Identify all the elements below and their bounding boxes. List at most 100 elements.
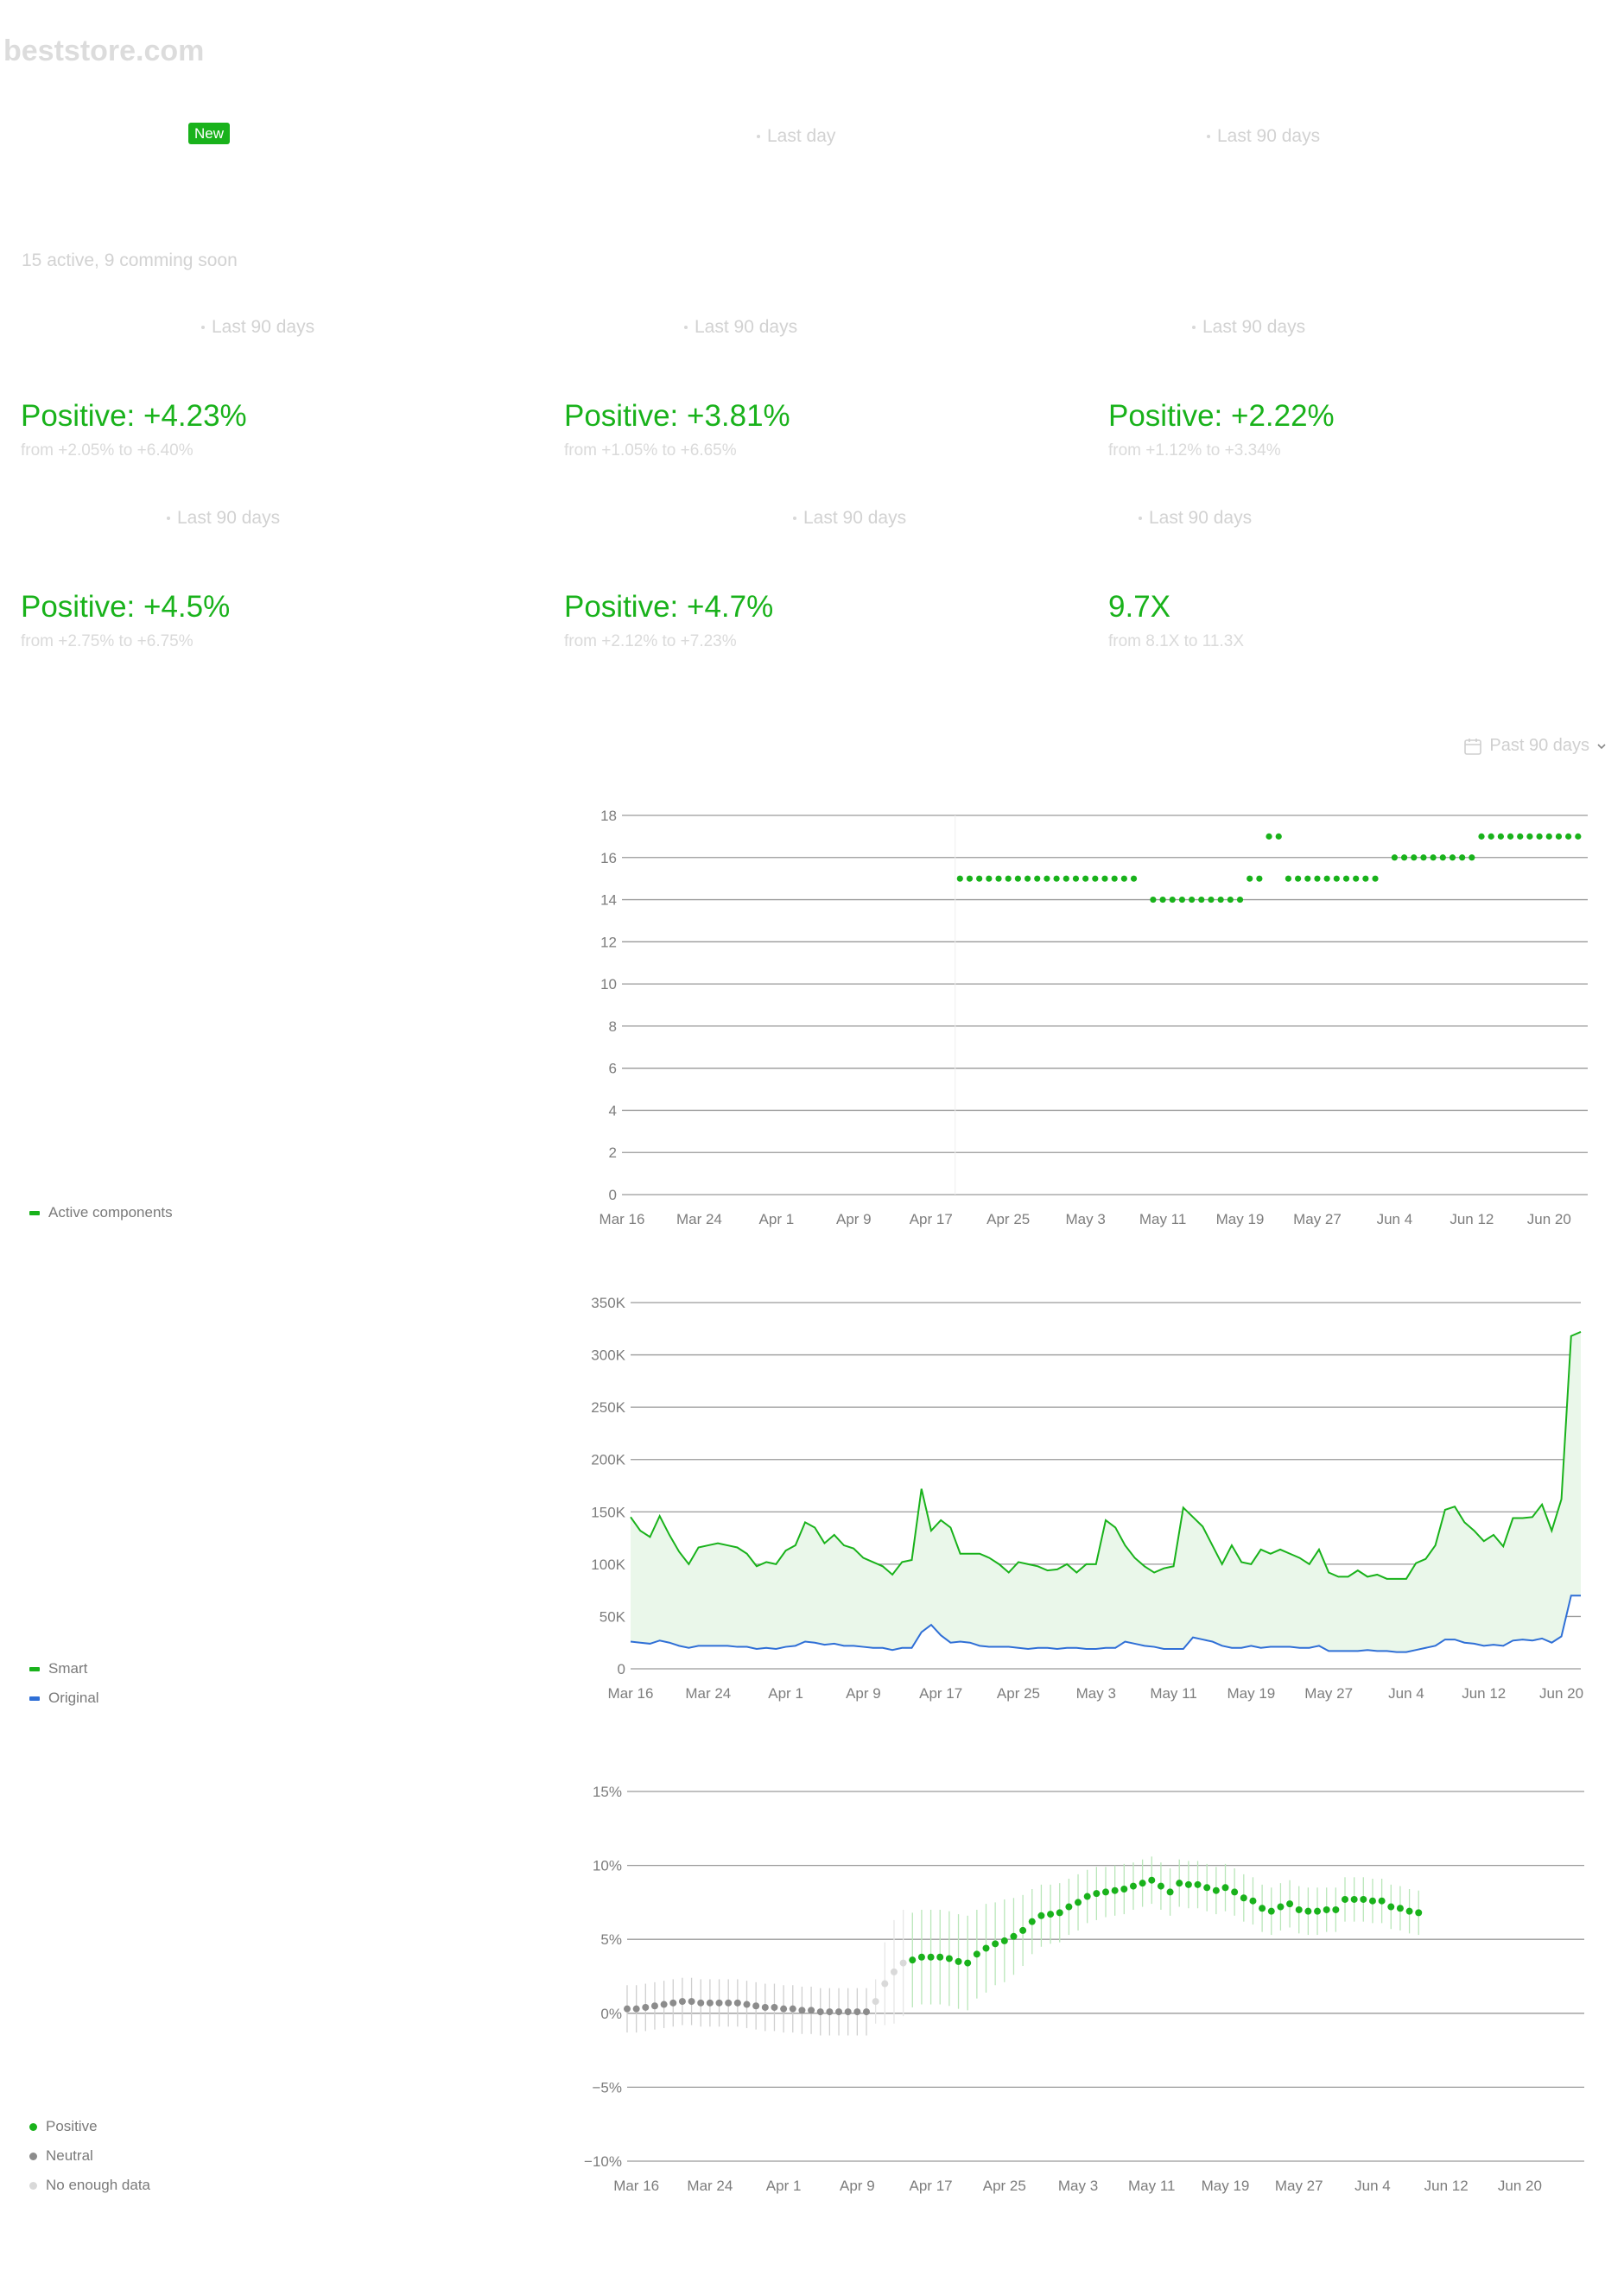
component-point: [1169, 896, 1176, 904]
neutral-point: [632, 2005, 640, 2013]
positive-point: [1314, 1907, 1322, 1915]
positive-point: [1332, 1905, 1340, 1913]
metric-2-value: Positive: +3.81%: [564, 399, 790, 433]
positive-point: [1387, 1903, 1395, 1911]
positive-point: [917, 1953, 925, 1961]
positive-point: [1083, 1893, 1091, 1900]
legend-no-enough-data: No enough data: [29, 2177, 150, 2194]
x-tick-label: Jun 12: [1450, 1211, 1494, 1227]
component-point: [1545, 833, 1552, 840]
bullet-icon: [684, 326, 688, 330]
positive-point: [1093, 1890, 1101, 1898]
x-tick-label: Mar 24: [676, 1211, 722, 1227]
y-tick-label: 16: [600, 850, 617, 866]
component-point: [1555, 833, 1563, 840]
legend-active-components: Active components: [29, 1204, 173, 1221]
component-point: [1285, 875, 1292, 882]
metric-2-period: Last 90 days: [684, 317, 797, 338]
positive-point: [1129, 1882, 1137, 1890]
positive-point: [1075, 1899, 1082, 1906]
period-last-day: Last day: [757, 126, 835, 147]
x-tick-label: May 19: [1216, 1211, 1265, 1227]
positive-point: [1249, 1897, 1257, 1905]
component-point: [1507, 833, 1514, 840]
neutral-point: [780, 2005, 788, 2013]
component-point: [1411, 854, 1418, 861]
neutral-point: [789, 2005, 796, 2013]
y-tick-label: 15%: [593, 1784, 622, 1800]
x-tick-label: Apr 17: [910, 1211, 953, 1227]
x-tick-label: May 3: [1065, 1211, 1105, 1227]
positive-point: [982, 1944, 990, 1952]
positive-point: [1047, 1911, 1055, 1918]
positive-point: [1396, 1905, 1404, 1912]
component-point: [976, 875, 983, 882]
period-label: Last 90 days: [1217, 126, 1321, 146]
x-tick-label: Apr 1: [766, 2178, 802, 2194]
positive-point: [945, 1955, 953, 1962]
positive-point: [1405, 1907, 1413, 1915]
positive-point: [973, 1950, 980, 1958]
positive-point: [1286, 1900, 1294, 1908]
original-line: [630, 1595, 1581, 1653]
legend-dot: [29, 2122, 37, 2131]
legend-smart: Smart: [29, 1660, 87, 1677]
x-tick-label: May 19: [1227, 1685, 1275, 1702]
component-point: [1120, 875, 1127, 882]
positive-point: [1148, 1876, 1156, 1884]
period-label: Last 90 days: [1202, 317, 1306, 337]
y-tick-label: 350K: [591, 1295, 625, 1311]
neutral-point: [752, 2002, 760, 2010]
positive-point: [1323, 1905, 1330, 1913]
bullet-icon: [1139, 517, 1142, 521]
neutral-point: [650, 2002, 658, 2010]
positive-point: [1342, 1895, 1348, 1903]
period-last-90-days: Last 90 days: [1207, 126, 1320, 147]
metric-3-value: Positive: +2.22%: [1108, 399, 1335, 433]
component-point: [1459, 854, 1466, 861]
component-point: [1150, 896, 1157, 904]
y-tick-label: −5%: [593, 2079, 623, 2096]
y-tick-label: 4: [609, 1102, 617, 1119]
neutral-point: [808, 2007, 815, 2014]
positive-point: [964, 1959, 972, 1967]
x-tick-label: May 27: [1275, 2178, 1323, 2194]
component-point: [1497, 833, 1504, 840]
component-point: [1217, 896, 1224, 904]
component-point: [1353, 875, 1360, 882]
component-point: [1536, 833, 1543, 840]
x-tick-label: May 19: [1202, 2178, 1250, 2194]
brand-logo[interactable]: beststore.com: [3, 35, 205, 67]
bullet-icon: [167, 517, 170, 521]
metric-4-range: from +2.75% to +6.75%: [21, 632, 193, 650]
neutral-point: [678, 1998, 686, 2006]
metric-1-range: from +2.05% to +6.40%: [21, 441, 193, 460]
new-badge: New: [188, 123, 231, 144]
x-tick-label: Apr 9: [846, 1685, 881, 1702]
component-point: [1469, 854, 1475, 861]
chevron-down-icon: [1597, 743, 1606, 749]
y-tick-label: 6: [609, 1061, 617, 1077]
metric-4-period: Last 90 days: [167, 508, 280, 529]
component-point: [1275, 833, 1282, 840]
positive-point: [1157, 1882, 1164, 1890]
positive-point: [1212, 1886, 1220, 1894]
positive-point: [1139, 1880, 1146, 1887]
legend-neutral: Neutral: [29, 2147, 93, 2165]
date-range-select[interactable]: Past 90 days: [1463, 736, 1607, 756]
x-tick-label: May 11: [1128, 2178, 1176, 2194]
legend-original: Original: [29, 1690, 99, 1707]
x-tick-label: Jun 20: [1527, 1211, 1571, 1227]
component-point: [1092, 875, 1099, 882]
neutral-point: [624, 2005, 631, 2013]
positive-point: [1368, 1897, 1376, 1905]
component-point: [1400, 854, 1408, 861]
legend-label: Original: [48, 1690, 99, 1706]
positive-point: [1231, 1888, 1239, 1896]
x-tick-label: May 11: [1139, 1211, 1187, 1227]
neutral-point: [863, 2008, 870, 2016]
date-range-label: Past 90 days: [1489, 736, 1589, 755]
neutral-point: [798, 2007, 806, 2014]
legend-label: Positive: [46, 2118, 98, 2134]
y-tick-label: 0: [618, 1661, 625, 1677]
